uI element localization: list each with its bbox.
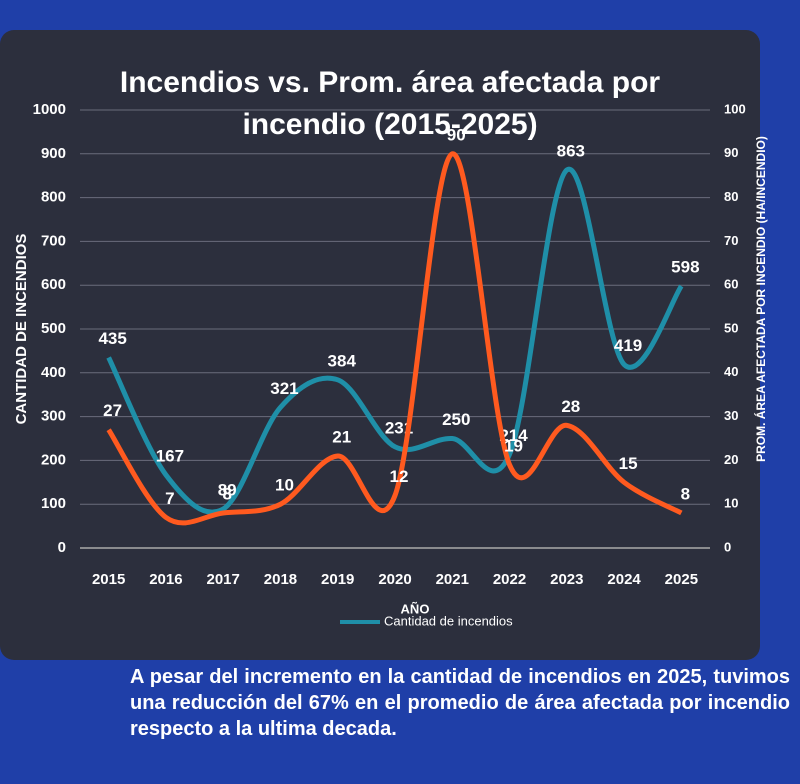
data-label: 435 xyxy=(98,329,126,348)
chart-panel xyxy=(0,30,760,660)
data-label: 15 xyxy=(619,454,638,473)
y-tick-label: 600 xyxy=(41,276,66,293)
x-tick-label: 2016 xyxy=(149,571,182,588)
data-label: 419 xyxy=(614,336,642,355)
y2-tick-label: 70 xyxy=(724,233,738,248)
data-label: 863 xyxy=(557,141,585,160)
data-label: 8 xyxy=(222,484,231,503)
y2-tick-label: 80 xyxy=(724,189,738,204)
series-line xyxy=(106,167,684,515)
data-label: 19 xyxy=(504,436,523,455)
x-tick-label: 2025 xyxy=(665,571,698,588)
legend-label: Cantidad de incendios xyxy=(384,613,513,628)
data-label: 598 xyxy=(671,258,699,277)
x-tick-label: 2018 xyxy=(264,571,297,588)
data-label: 7 xyxy=(165,489,174,508)
x-tick-label: 2020 xyxy=(378,571,411,588)
y-tick-label: 100 xyxy=(41,495,66,512)
y2-tick-label: 30 xyxy=(724,408,738,423)
y-tick-label: 500 xyxy=(41,320,66,337)
data-label: 28 xyxy=(561,397,580,416)
x-axis-label: AÑO xyxy=(401,601,430,616)
x-tick-label: 2023 xyxy=(550,571,583,588)
y-tick-label: 400 xyxy=(41,364,66,381)
data-label: 214 xyxy=(499,426,528,445)
y2-axis-label: PROM. ÁREA AFECTADA POR INCENDIO (HA/INC… xyxy=(753,136,768,462)
data-label: 89 xyxy=(218,481,237,500)
data-label: 8 xyxy=(681,484,690,503)
x-tick-label: 2024 xyxy=(607,571,641,588)
y2-tick-label: 100 xyxy=(724,101,746,116)
x-tick-label: 2021 xyxy=(436,571,469,588)
x-tick-label: 2015 xyxy=(92,571,125,588)
x-tick-label: 2017 xyxy=(206,571,239,588)
y-tick-label: 900 xyxy=(41,145,66,162)
y2-tick-label: 60 xyxy=(724,277,738,292)
y-tick-label: 1000 xyxy=(33,101,66,118)
data-label: 27 xyxy=(103,401,122,420)
y2-tick-label: 90 xyxy=(724,145,738,160)
data-label: 12 xyxy=(390,467,409,486)
y-tick-label: 0 xyxy=(58,539,66,556)
data-label: 90 xyxy=(447,125,466,144)
data-label: 384 xyxy=(328,351,357,370)
data-label: 21 xyxy=(332,428,351,447)
y-tick-label: 700 xyxy=(41,232,66,249)
y2-tick-label: 10 xyxy=(724,496,738,511)
data-label: 321 xyxy=(270,379,298,398)
x-tick-label: 2019 xyxy=(321,571,354,588)
y-tick-label: 300 xyxy=(41,408,66,425)
y2-tick-label: 50 xyxy=(724,320,738,335)
y-tick-label: 200 xyxy=(41,451,66,468)
chart-title: Incendios vs. Prom. área afectada por in… xyxy=(119,66,661,141)
y2-tick-label: 0 xyxy=(724,539,731,554)
data-label: 250 xyxy=(442,410,470,429)
y-tick-label: 800 xyxy=(41,189,66,206)
x-tick-label: 2022 xyxy=(493,571,526,588)
y2-tick-label: 40 xyxy=(724,364,738,379)
data-label: 167 xyxy=(156,446,184,465)
series-line xyxy=(106,151,683,526)
caption: A pesar del incremento en la cantidad de… xyxy=(130,666,790,740)
y-axis-label: CANTIDAD DE INCENDIOS xyxy=(13,234,30,425)
y2-tick-label: 20 xyxy=(724,452,738,467)
data-label: 10 xyxy=(275,476,294,495)
